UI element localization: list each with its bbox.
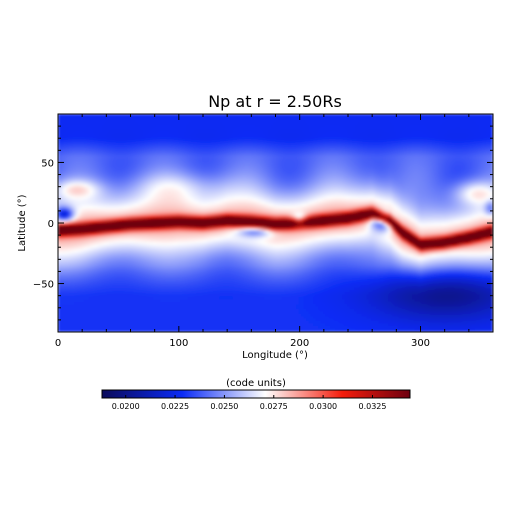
colorbar-tick-label: 0.0225 xyxy=(161,402,189,411)
y-tick-label: 0 xyxy=(48,219,54,230)
y-axis-label: Latitude (°) xyxy=(17,194,28,251)
colorbar-tick-label: 0.0300 xyxy=(309,402,337,411)
colorbar-tick-label: 0.0250 xyxy=(210,402,238,411)
colorbar-tick-label: 0.0275 xyxy=(260,402,288,411)
x-tick-label: 300 xyxy=(411,338,430,349)
x-tick-label: 200 xyxy=(290,338,309,349)
heatmap-image xyxy=(58,114,493,332)
colorbar-tick-label: 0.0325 xyxy=(358,402,386,411)
y-axis: −50 0 50 xyxy=(33,113,493,333)
x-axis-label: Longitude (°) xyxy=(242,350,308,361)
x-axis: 0 100 200 300 xyxy=(55,114,494,349)
colorbar: (code units) 0.0200 0.0225 0.0250 0.0275 0.0… xyxy=(101,378,411,411)
colorbar-label: (code units) xyxy=(226,378,286,389)
colorbar-tick-label: 0.0200 xyxy=(112,402,140,411)
chart-title: Np at r = 2.50Rs xyxy=(208,92,342,111)
y-tick-label: 50 xyxy=(41,158,54,169)
heatmap-plot-area xyxy=(57,113,494,333)
colorbar-gradient xyxy=(101,389,411,399)
colorbar-ticks: 0.0200 0.0225 0.0250 0.0275 0.0300 0.0325 xyxy=(112,395,386,411)
x-tick-label: 100 xyxy=(169,338,188,349)
y-tick-label: −50 xyxy=(33,280,54,291)
x-tick-label: 0 xyxy=(55,338,61,349)
